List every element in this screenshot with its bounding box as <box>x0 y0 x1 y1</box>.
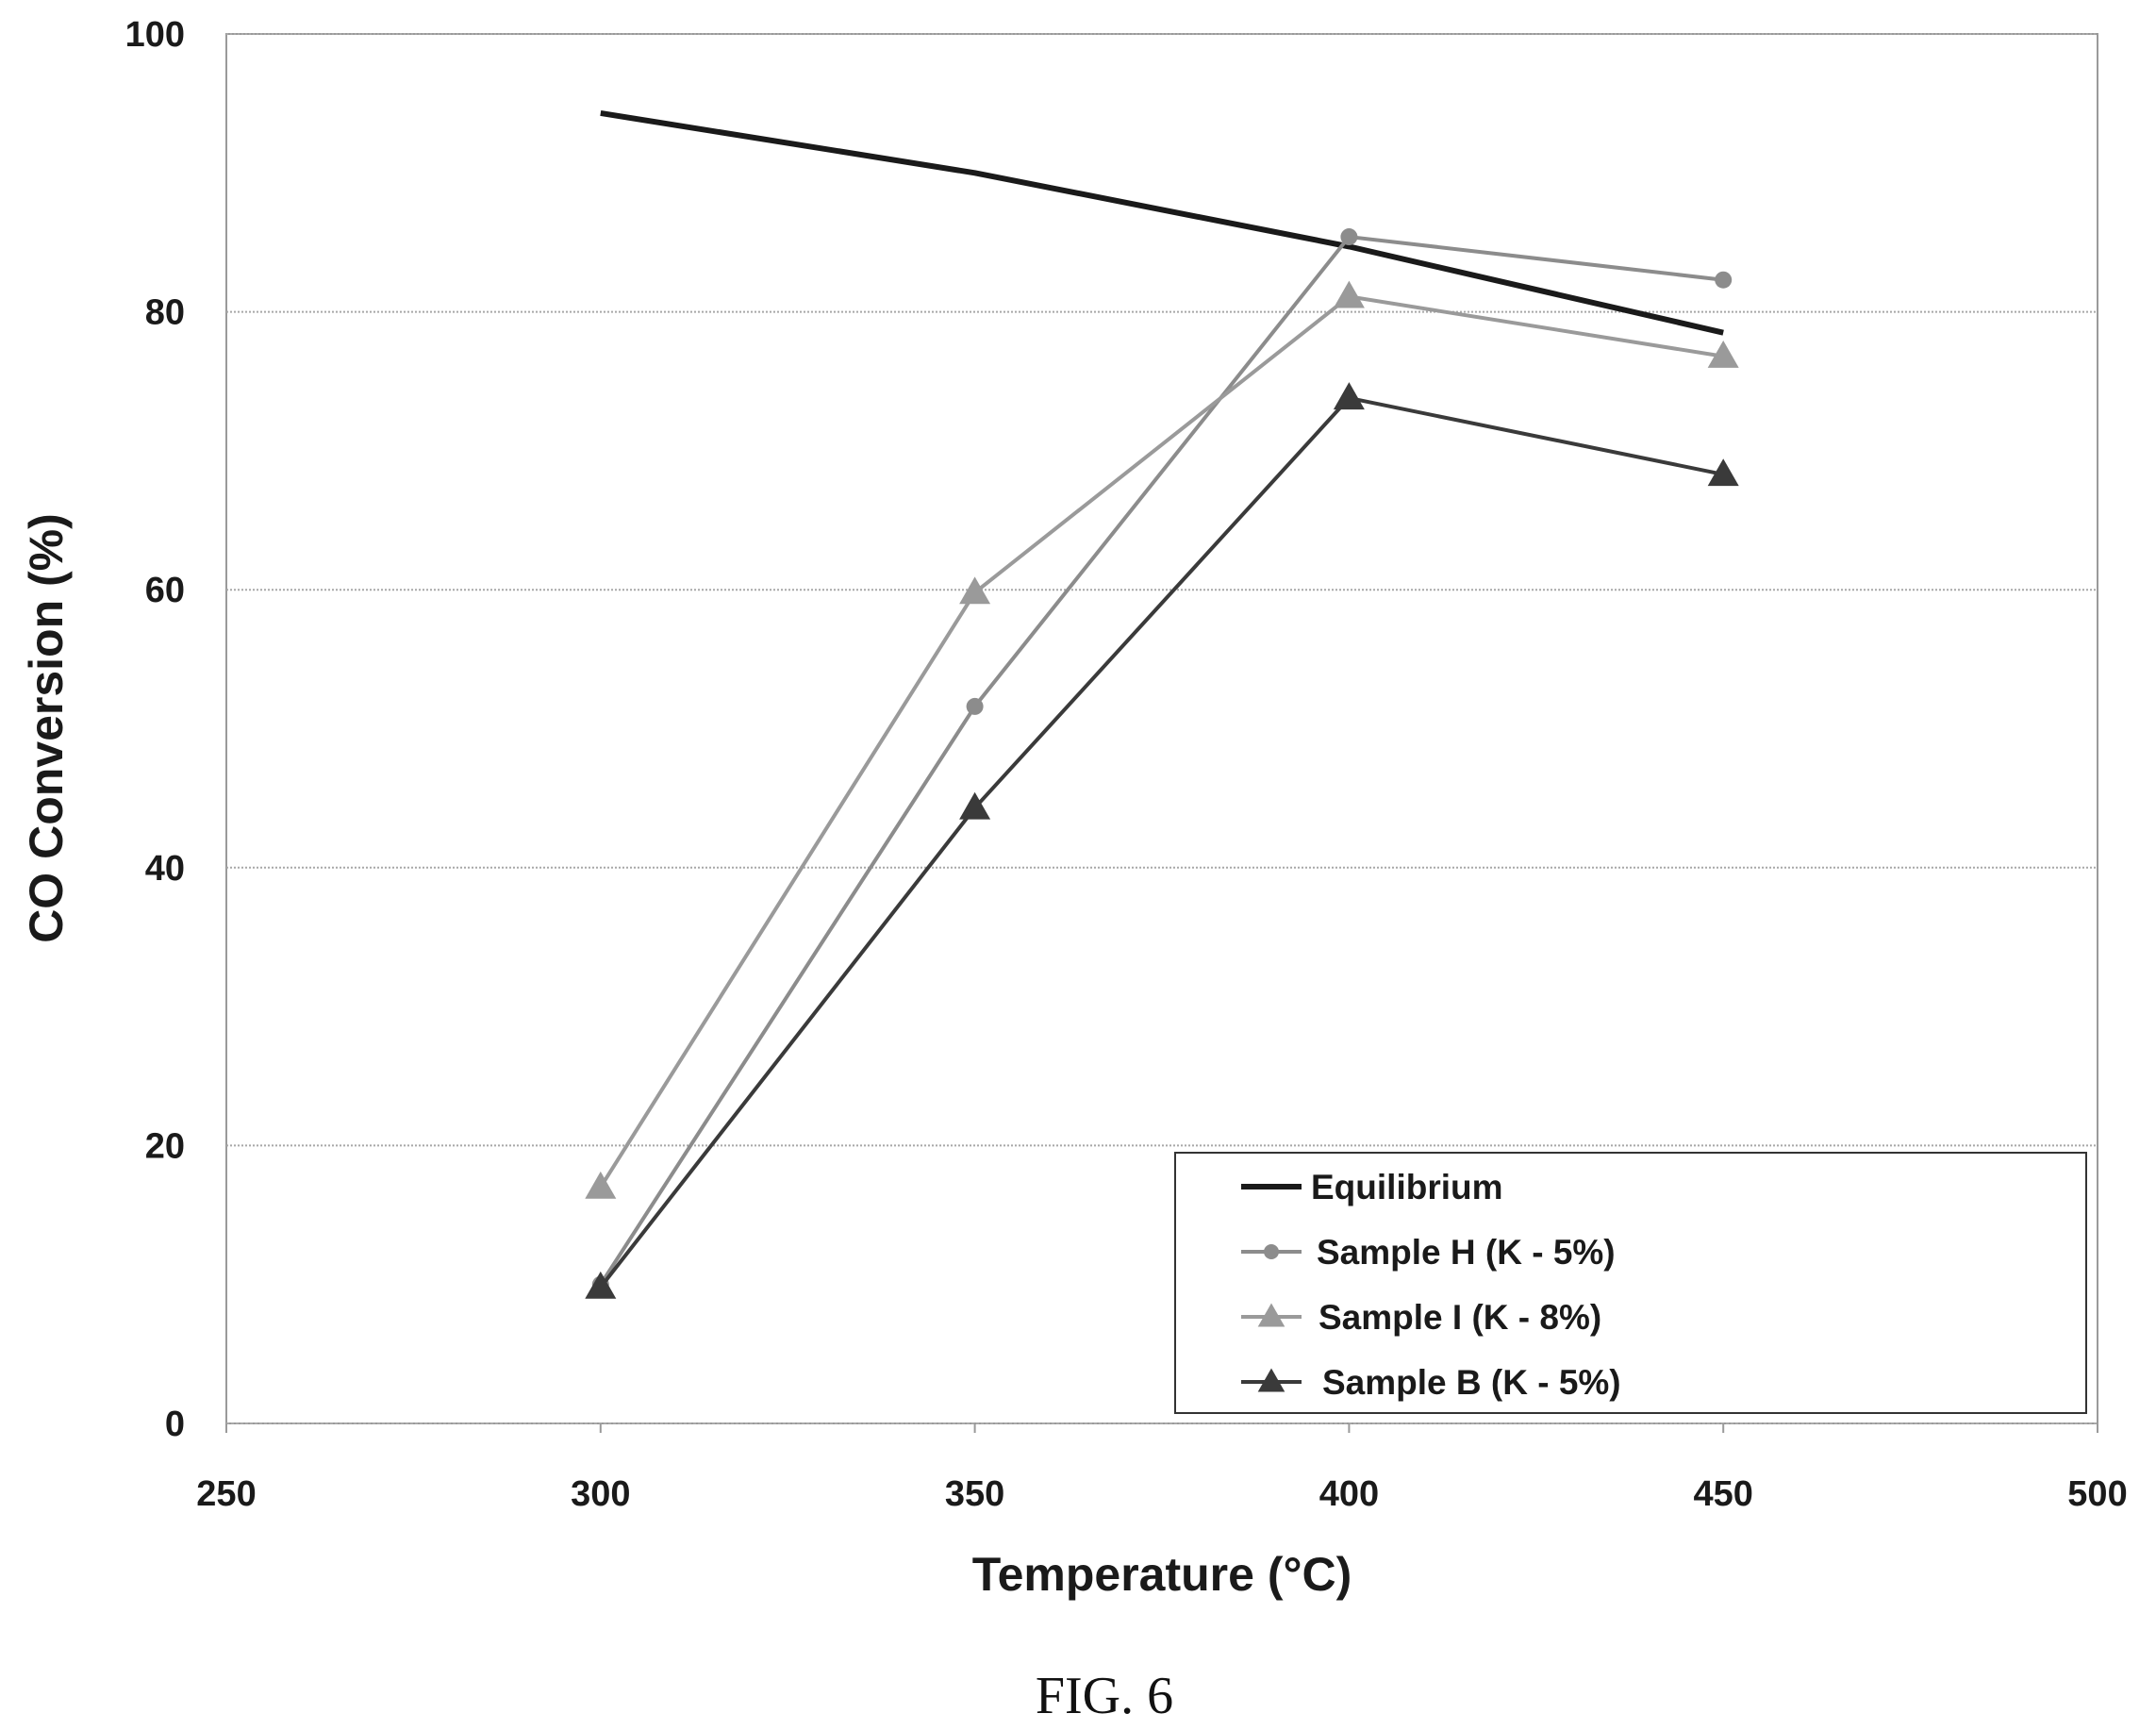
y-axis-title: CO Conversion (%) <box>20 513 73 943</box>
data-point-sample-i-k-8 <box>1707 340 1739 368</box>
y-tick-label: 20 <box>145 1126 185 1166</box>
series-line-sample-h-k-5 <box>599 235 1724 1286</box>
x-tick-label: 250 <box>196 1474 256 1514</box>
data-series <box>585 109 1739 1299</box>
legend-marker <box>1264 1244 1279 1259</box>
legend-marker <box>1257 1368 1285 1392</box>
legend-item-equilibrium: Equilibrium <box>1241 1168 1503 1206</box>
legend-item-sample-h-k-5: Sample H (K - 5%) <box>1241 1233 1616 1272</box>
y-tick-label: 60 <box>145 571 185 610</box>
x-tick-labels: 250 300 350 400 450 500 <box>196 1474 2127 1514</box>
data-point-sample-b-k-5 <box>1333 382 1365 410</box>
legend-label: Sample I (K - 8%) <box>1318 1298 1601 1337</box>
data-point-sample-b-k-5 <box>1707 458 1739 487</box>
data-point-sample-h-k-5 <box>1715 271 1733 289</box>
legend-label: Sample H (K - 5%) <box>1317 1233 1616 1272</box>
x-tick-label: 500 <box>2067 1474 2127 1514</box>
data-point-sample-i-k-8 <box>959 576 991 605</box>
data-point-sample-h-k-5 <box>966 697 984 715</box>
legend: Equilibrium Sample H (K - 5%) Sample I (K … <box>1174 1152 2087 1414</box>
series-sample-b-k-5 <box>585 382 1739 1299</box>
data-point-sample-b-k-5 <box>585 1271 617 1299</box>
legend-marker <box>1257 1303 1285 1327</box>
figure-caption: FIG. 6 <box>1036 1667 1173 1725</box>
x-tick-label: 400 <box>1319 1474 1379 1514</box>
data-point-sample-h-k-5 <box>1340 228 1358 246</box>
x-tick-label: 300 <box>571 1474 630 1514</box>
series-sample-i-k-8 <box>585 280 1739 1199</box>
legend-item-sample-i-k-8: Sample I (K - 8%) <box>1241 1298 1601 1337</box>
series-line-sample-i-k-8 <box>599 294 1724 1189</box>
x-tick-label: 350 <box>945 1474 1004 1514</box>
data-point-sample-i-k-8 <box>1333 280 1365 308</box>
legend-box <box>1174 1152 2087 1414</box>
series-line-equilibrium <box>600 109 1724 336</box>
legend-label: Equilibrium <box>1311 1168 1503 1206</box>
y-tick-label: 100 <box>125 15 185 55</box>
gridlines <box>225 33 2098 1433</box>
y-tick-label: 0 <box>165 1405 185 1444</box>
y-tick-labels: 0 20 40 60 80 100 <box>125 15 185 1444</box>
y-tick-label: 40 <box>145 849 185 889</box>
legend-item-sample-b-k-5: Sample B (K - 5%) <box>1241 1363 1621 1402</box>
x-axis-title: Temperature (°C) <box>972 1548 1352 1601</box>
x-tick-label: 450 <box>1693 1474 1752 1514</box>
data-point-sample-i-k-8 <box>585 1171 617 1199</box>
series-line-sample-b-k-5 <box>599 395 1724 1289</box>
series-equilibrium <box>600 109 1724 336</box>
data-point-sample-b-k-5 <box>959 791 991 820</box>
legend-label: Sample B (K - 5%) <box>1322 1363 1621 1402</box>
y-tick-label: 80 <box>145 293 185 333</box>
